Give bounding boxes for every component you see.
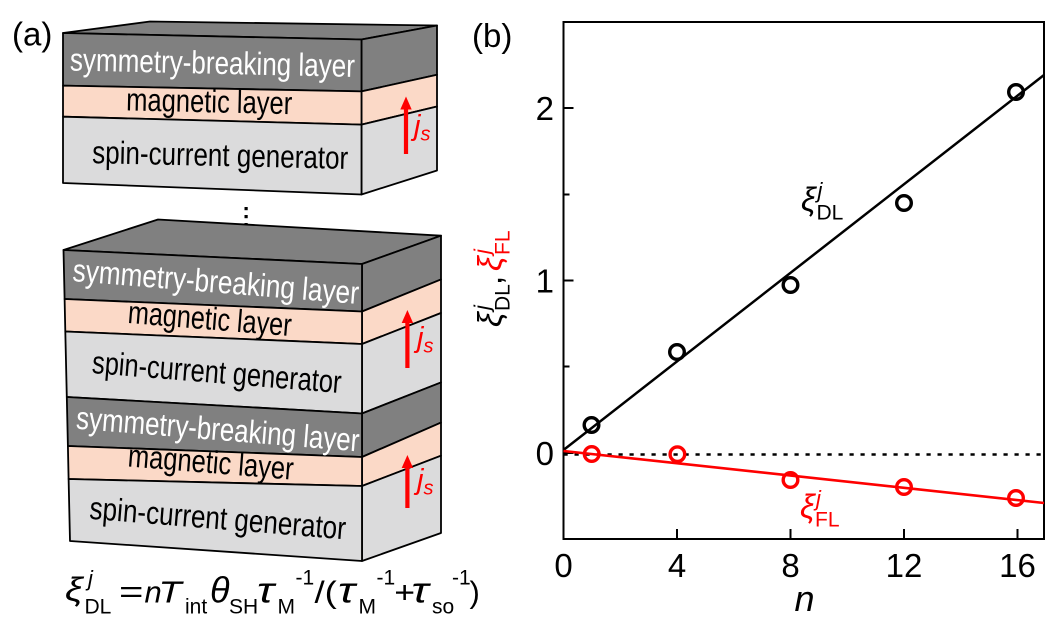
svg-text:DL: DL xyxy=(817,202,844,225)
svg-text:ξ: ξ xyxy=(472,255,509,271)
svg-text:τ: τ xyxy=(338,570,358,610)
svg-text:FL: FL xyxy=(815,509,840,532)
svg-text:j: j xyxy=(813,486,822,511)
svg-text:int: int xyxy=(185,596,207,619)
svg-text:θ: θ xyxy=(210,570,230,611)
svg-text:j: j xyxy=(815,178,824,203)
svg-text:=: = xyxy=(119,574,143,609)
svg-text:-1: -1 xyxy=(377,567,396,590)
svg-text:j: j xyxy=(85,566,94,591)
svg-text:ξ: ξ xyxy=(65,571,85,608)
svg-text:M: M xyxy=(359,596,377,619)
svg-text:j: j xyxy=(470,304,495,313)
svg-text:ξ: ξ xyxy=(800,488,816,525)
svg-text:(a): (a) xyxy=(12,16,52,53)
svg-text:,: , xyxy=(472,276,509,285)
svg-text:M: M xyxy=(278,596,296,619)
svg-text:DL: DL xyxy=(492,284,515,311)
svg-text:FL: FL xyxy=(492,230,515,255)
svg-text:SH: SH xyxy=(229,596,258,619)
svg-text:+: + xyxy=(394,576,415,610)
svg-text:DL: DL xyxy=(85,596,112,619)
svg-text:j: j xyxy=(470,248,495,257)
svg-text:): ) xyxy=(470,575,480,610)
svg-text:12: 12 xyxy=(886,547,923,584)
svg-text:ξ: ξ xyxy=(801,181,817,218)
svg-text:spin-current generator: spin-current generator xyxy=(92,134,349,176)
svg-text:/(: /( xyxy=(315,575,338,610)
svg-text:-1: -1 xyxy=(296,567,315,590)
svg-text:8: 8 xyxy=(781,547,799,584)
svg-text:symmetry-breaking layer: symmetry-breaking layer xyxy=(70,41,356,83)
svg-text:-1: -1 xyxy=(452,567,471,590)
svg-text:4: 4 xyxy=(668,547,686,584)
svg-text:1: 1 xyxy=(536,263,554,300)
svg-text:n: n xyxy=(794,578,814,619)
svg-text:0: 0 xyxy=(536,435,554,472)
svg-text:τ: τ xyxy=(257,570,277,610)
svg-text:16: 16 xyxy=(999,547,1036,584)
svg-text:2: 2 xyxy=(536,90,554,127)
svg-text:0: 0 xyxy=(554,547,572,584)
svg-text:so: so xyxy=(432,596,454,619)
svg-text:T: T xyxy=(159,576,185,610)
svg-text:magnetic layer: magnetic layer xyxy=(126,81,293,121)
svg-text:n: n xyxy=(145,575,162,610)
svg-text:(b): (b) xyxy=(472,17,512,54)
svg-text:ξ: ξ xyxy=(472,311,509,327)
svg-text:τ: τ xyxy=(412,570,432,610)
